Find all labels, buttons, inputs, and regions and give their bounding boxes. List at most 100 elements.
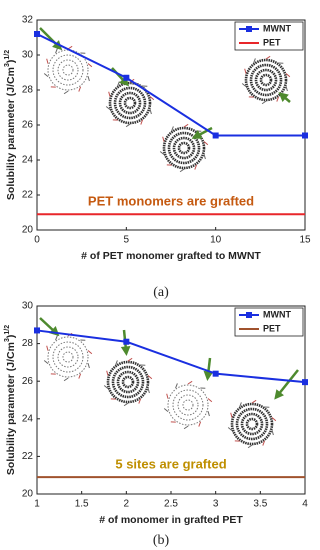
molecule-ring [172, 136, 196, 160]
marker [212, 132, 219, 139]
molecule-image [159, 123, 209, 173]
polymer-chain [207, 398, 213, 403]
molecule-ring [245, 417, 259, 431]
polymer-chain [239, 402, 242, 408]
x-tick-label: 3.5 [253, 499, 267, 510]
polymer-chain [276, 96, 280, 102]
x-tick-label: 2 [124, 499, 130, 510]
polymer-chain [265, 55, 271, 60]
polymer-chain [78, 373, 82, 379]
polymer-chain [194, 164, 198, 170]
y-axis-label-part: ) [5, 335, 17, 339]
polymer-chain [55, 335, 58, 341]
polymer-chain [285, 73, 291, 78]
polymer-chain [123, 402, 129, 407]
polymer-chain [125, 123, 131, 128]
y-axis-label-part: 1/2 [4, 50, 11, 60]
y-tick-label: 32 [22, 15, 34, 26]
polymer-chain [43, 360, 49, 365]
polymer-chain [271, 417, 277, 422]
molecule-image [227, 399, 277, 449]
polymer-chain [127, 357, 133, 362]
y-tick-label: 22 [22, 451, 34, 462]
molecule-ring [230, 402, 274, 446]
annotation: PET monomers are grafted [88, 194, 254, 209]
marker [302, 379, 308, 386]
polymer-chain [179, 168, 185, 173]
molecule-ring [244, 58, 288, 102]
y-axis-label-part: 3 [4, 63, 11, 67]
polymer-chain [230, 412, 233, 418]
polymer-chain [147, 375, 153, 380]
molecule-image [43, 332, 93, 382]
molecule-ring [249, 63, 283, 97]
molecule-ring [177, 141, 191, 155]
y-tick-label: 24 [22, 155, 34, 166]
polymer-chain [149, 109, 152, 115]
polymer-chain [63, 377, 69, 382]
x-tick-label: 15 [299, 235, 311, 246]
y-tick-label: 22 [22, 190, 34, 201]
molecule-ring [62, 64, 74, 76]
x-tick-label: 4 [302, 499, 308, 510]
polymer-chain [171, 126, 174, 132]
marker [123, 74, 130, 81]
polymer-chain [87, 350, 93, 355]
panel-caption: (a) [153, 285, 169, 300]
polymer-chain [187, 380, 193, 385]
polymer-chain [140, 119, 144, 125]
marker [212, 370, 219, 377]
polymer-chain [55, 48, 58, 54]
molecule-image [163, 380, 213, 430]
polymer-chain [105, 106, 111, 111]
x-tick-label: 5 [124, 235, 130, 246]
molecule-image [241, 55, 291, 105]
polymer-chain [241, 83, 247, 88]
molecule-ring [52, 341, 84, 373]
molecule-ring [167, 384, 209, 426]
legend-label: PET [263, 323, 281, 333]
molecule-ring [52, 54, 84, 86]
polymer-chain [149, 96, 155, 101]
polymer-chain [87, 63, 93, 68]
annotation: 5 sites are grafted [115, 457, 226, 472]
y-tick-label: 20 [22, 489, 34, 500]
polymer-chain [175, 383, 178, 389]
polymer-chain [63, 90, 69, 95]
polymer-chain [198, 421, 202, 427]
y-tick-label: 28 [22, 85, 34, 96]
y-tick-label: 26 [22, 120, 34, 131]
molecule-ring [235, 407, 269, 441]
marker [302, 132, 308, 139]
y-tick-label: 28 [22, 338, 34, 349]
polymer-chain [103, 385, 109, 390]
legend-label: MWNT [263, 309, 291, 319]
arrow-head [120, 346, 131, 356]
arrow-head [278, 92, 289, 102]
polymer-chain [159, 151, 165, 156]
y-axis-label-part: Solubility parameter (J/Cm [5, 342, 17, 475]
panel-caption: (b) [153, 533, 170, 548]
marker [123, 338, 130, 345]
polymer-chain [203, 141, 209, 146]
arrow-head [274, 389, 284, 400]
polymer-chain [163, 408, 169, 413]
polymer-chain [46, 58, 49, 64]
y-axis-label-part: ) [5, 60, 17, 64]
y-tick-label: 30 [22, 301, 34, 312]
molecule-ring [57, 346, 79, 368]
polymer-chain [87, 363, 90, 369]
molecule-ring [113, 86, 147, 120]
marker [34, 327, 40, 334]
y-axis-label-part: 1/2 [4, 325, 11, 335]
series-line [36, 329, 306, 384]
molecule-ring [162, 126, 206, 170]
polymer-chain [251, 399, 257, 404]
legend-label: MWNT [263, 23, 291, 33]
molecule-ring [108, 81, 152, 125]
x-axis-label: # of PET monomer grafted to MWNT [81, 250, 261, 262]
molecule-ring [57, 59, 79, 81]
x-tick-label: 2.5 [164, 499, 178, 510]
molecule-ring [167, 131, 201, 165]
y-axis-label-part: 3 [4, 338, 11, 342]
